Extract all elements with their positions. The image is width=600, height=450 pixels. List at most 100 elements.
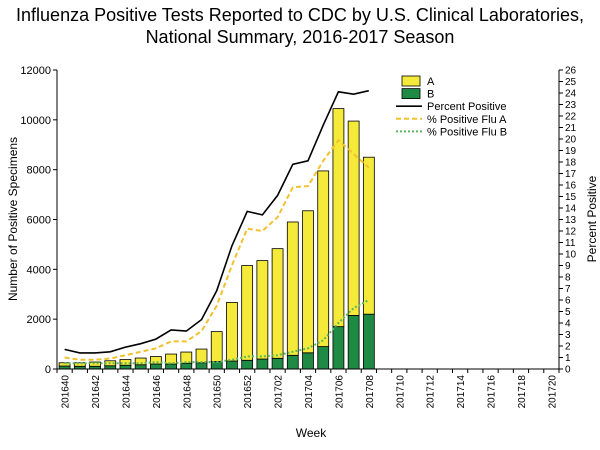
y-tick-label: 10000	[20, 115, 51, 127]
bar-b-201644	[119, 364, 132, 370]
x-tick-label: 201708	[365, 375, 376, 409]
y-tick-label: 8000	[27, 165, 51, 177]
y2-tick-label: 7	[565, 284, 571, 295]
bar-a-201705	[317, 170, 330, 347]
bar-a-201645	[134, 357, 147, 366]
y2-tick-label: 9	[565, 261, 571, 272]
x-tick-label: 201644	[122, 375, 133, 409]
legend-swatch-a	[401, 75, 421, 87]
y2-tick-label: 8	[565, 273, 571, 284]
y2-tick-label: 0	[565, 365, 571, 376]
x-tick-label: 201650	[213, 375, 224, 409]
bar-a-201641	[73, 362, 86, 367]
bar-a-201703	[286, 221, 299, 356]
y2-tick-label: 6	[565, 296, 571, 307]
bar-b-201645	[134, 364, 147, 370]
lines-group	[64, 89, 370, 365]
y2-tick-label: 22	[565, 112, 577, 123]
legend-label-positive-flu-a: % Positive Flu A	[427, 114, 507, 126]
bar-a-201650	[210, 331, 223, 362]
bar-b-201646	[150, 363, 162, 370]
y2-tick-label: 25	[565, 77, 577, 88]
bar-b-201651	[226, 360, 238, 370]
line-percent-positive	[64, 89, 369, 354]
x-tick-label: 201648	[182, 375, 193, 409]
y2-tick-label: 2	[565, 342, 571, 353]
bar-b-201649	[195, 362, 208, 370]
x-tick-label: 201652	[243, 375, 254, 409]
bar-a-201708	[362, 156, 375, 315]
y2-tick-label: 14	[565, 204, 577, 215]
y2-tick-label: 17	[565, 169, 577, 180]
y-tick-label: 12000	[20, 65, 51, 77]
y2-tick-label: 20	[565, 135, 577, 146]
bar-b-201701	[256, 358, 269, 370]
legend-label-b: B	[427, 89, 434, 101]
legend-label-percent-positive: Percent Positive	[427, 101, 506, 113]
chart-title: Influenza Positive Tests Reported to CDC…	[0, 4, 600, 48]
x-tick-label: 201710	[395, 375, 406, 409]
x-tick-label: 201714	[456, 375, 467, 409]
bar-b-201708	[362, 313, 375, 370]
x-tick-label: 201646	[152, 375, 163, 409]
chart-title-line-2: National Summary, 2016-2017 Season	[145, 27, 455, 47]
line-positive-flu-a	[64, 138, 370, 361]
line-positive-flu-b	[64, 299, 370, 365]
y-tick-label: 0	[45, 364, 51, 376]
x-tick-label: 201706	[334, 375, 345, 409]
y2-tick-label: 16	[565, 181, 577, 192]
bar-a-201647	[165, 353, 177, 365]
bar-b-201707	[347, 315, 360, 370]
legend-label-positive-flu-b: % Positive Flu B	[427, 126, 507, 138]
x-tick-label: 201702	[274, 375, 285, 409]
bar-a-201652	[241, 265, 254, 361]
bar-a-201701	[256, 260, 269, 360]
y2-tick-label: 3	[565, 330, 571, 341]
y2-tick-label: 21	[565, 123, 577, 134]
axes-group: 0200040006000800010000120000123456789101…	[20, 65, 576, 408]
bar-b-201703	[286, 354, 299, 370]
y2-tick-label: 11	[565, 238, 576, 249]
y2-tick-label: 23	[565, 100, 577, 111]
bar-a-201646	[150, 356, 162, 365]
x-axis-label: Week	[296, 426, 327, 440]
bar-a-201707	[347, 120, 360, 316]
bar-a-201642	[89, 361, 101, 367]
bar-a-201706	[332, 108, 345, 328]
bar-b-201647	[165, 363, 177, 370]
bar-b-201702	[271, 357, 284, 370]
y2-tick-label: 19	[565, 146, 577, 157]
x-tick-label: 201716	[487, 375, 498, 409]
y2-tick-label: 1	[565, 353, 571, 364]
y2-tick-label: 15	[565, 192, 577, 203]
bar-a-201648	[180, 351, 193, 364]
bar-a-201704	[302, 210, 314, 354]
y2-tick-label: 26	[565, 66, 577, 77]
bar-b-201652	[241, 359, 254, 370]
y2-tick-label: 12	[565, 227, 577, 238]
bar-b-201705	[317, 346, 330, 370]
y-tick-label: 2000	[27, 314, 51, 326]
y2-tick-label: 10	[565, 250, 577, 261]
bar-b-201704	[302, 352, 314, 370]
x-tick-label: 201642	[91, 375, 102, 409]
x-tick-label: 201720	[547, 375, 558, 409]
x-tick-label: 201718	[517, 375, 528, 409]
y2-tick-label: 4	[565, 319, 571, 330]
y2-tick-label: 18	[565, 158, 577, 169]
y2-tick-label: 13	[565, 215, 577, 226]
chart-title-line-1: Influenza Positive Tests Reported to CDC…	[16, 5, 584, 25]
y2-tick-label: 5	[565, 307, 571, 318]
bars-group	[58, 108, 375, 370]
legend-label-a: A	[427, 76, 435, 88]
bar-a-201651	[226, 302, 238, 362]
x-tick-label: 201712	[426, 375, 437, 409]
y-axis-label: Number of Positive Specimens	[6, 137, 20, 301]
bar-b-201648	[180, 362, 193, 370]
x-tick-label: 201704	[304, 375, 315, 409]
y2-tick-label: 24	[565, 89, 577, 100]
bar-a-201649	[195, 348, 208, 364]
